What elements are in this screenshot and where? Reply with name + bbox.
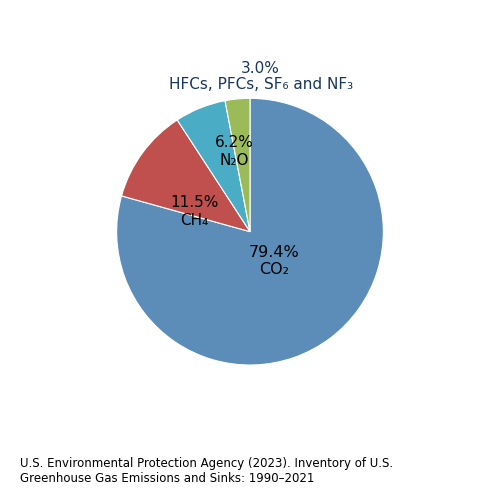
Text: 79.4%
CO₂: 79.4% CO₂: [248, 245, 300, 277]
Text: 6.2%
N₂O: 6.2% N₂O: [214, 136, 254, 168]
Text: U.S. Environmental Protection Agency (2023). Inventory of U.S.
Greenhouse Gas Em: U.S. Environmental Protection Agency (20…: [20, 457, 393, 485]
Wedge shape: [116, 98, 384, 365]
Wedge shape: [225, 98, 250, 232]
Text: 3.0%: 3.0%: [241, 62, 280, 76]
Text: HFCs, PFCs, SF₆ and NF₃: HFCs, PFCs, SF₆ and NF₃: [168, 78, 352, 92]
Wedge shape: [177, 100, 250, 232]
Text: 11.5%
CH₄: 11.5% CH₄: [170, 196, 218, 228]
Wedge shape: [122, 120, 250, 232]
